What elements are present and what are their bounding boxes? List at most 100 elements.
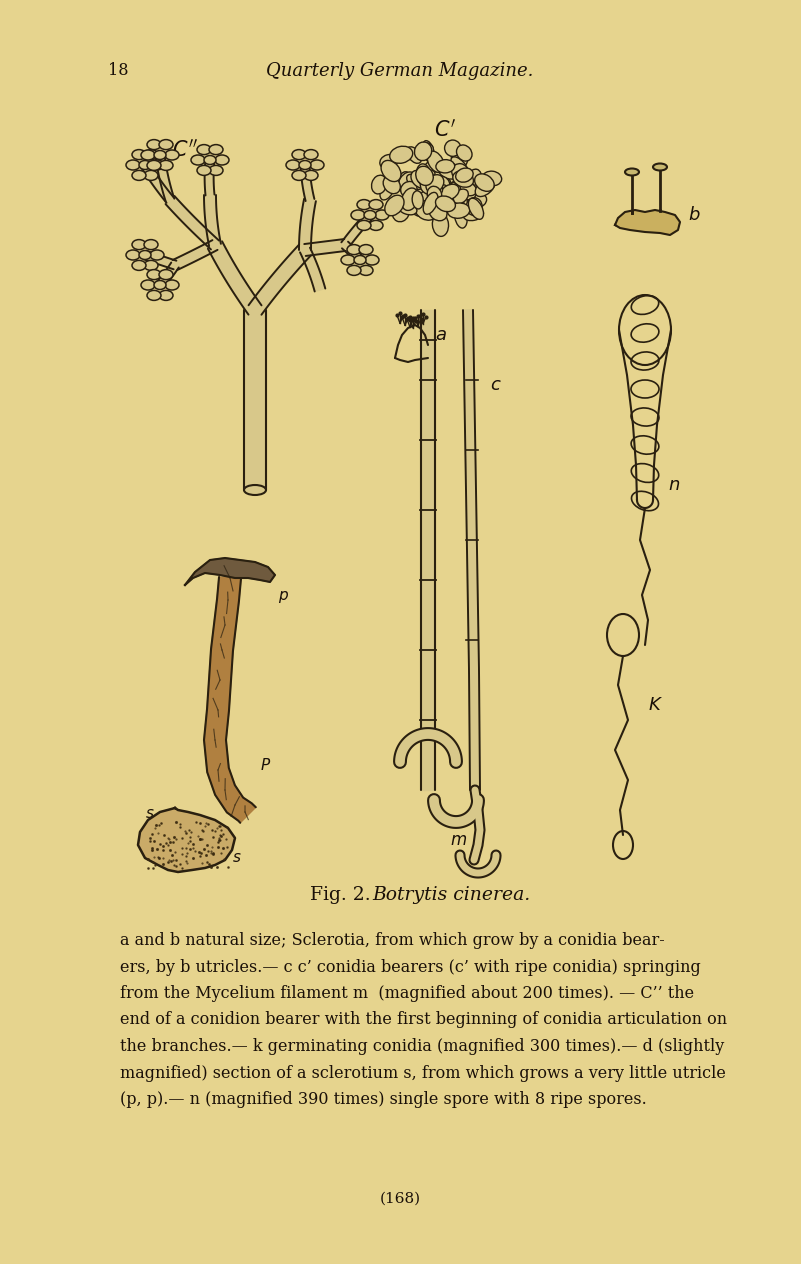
Ellipse shape — [433, 185, 449, 196]
Ellipse shape — [209, 144, 223, 154]
Ellipse shape — [422, 140, 434, 162]
Polygon shape — [138, 808, 235, 872]
Polygon shape — [304, 239, 346, 255]
Ellipse shape — [453, 171, 473, 187]
Ellipse shape — [453, 190, 469, 204]
Ellipse shape — [425, 178, 441, 196]
Ellipse shape — [304, 171, 318, 181]
Ellipse shape — [380, 154, 397, 169]
Ellipse shape — [454, 205, 467, 228]
Ellipse shape — [456, 168, 473, 182]
Ellipse shape — [467, 192, 487, 207]
Ellipse shape — [347, 265, 361, 276]
Ellipse shape — [357, 220, 371, 230]
Ellipse shape — [347, 245, 361, 254]
Ellipse shape — [451, 157, 469, 176]
Ellipse shape — [147, 139, 161, 149]
Text: from the Mycelium filament m  (magnified about 200 times). — C’’ the: from the Mycelium filament m (magnified … — [120, 985, 694, 1002]
Ellipse shape — [445, 186, 461, 202]
Polygon shape — [204, 195, 221, 246]
Ellipse shape — [397, 202, 417, 215]
Ellipse shape — [369, 220, 383, 230]
Ellipse shape — [432, 176, 449, 195]
Ellipse shape — [457, 181, 477, 196]
Ellipse shape — [147, 291, 161, 301]
Ellipse shape — [413, 191, 423, 209]
Ellipse shape — [383, 176, 400, 193]
Ellipse shape — [427, 152, 445, 173]
Ellipse shape — [625, 168, 639, 176]
Polygon shape — [248, 244, 311, 315]
Ellipse shape — [139, 161, 151, 169]
Text: Fig. 2.: Fig. 2. — [310, 886, 371, 904]
Ellipse shape — [428, 177, 448, 190]
Ellipse shape — [401, 188, 418, 210]
Ellipse shape — [419, 177, 434, 193]
Ellipse shape — [432, 201, 449, 216]
Ellipse shape — [364, 211, 376, 220]
Ellipse shape — [653, 163, 667, 171]
Polygon shape — [204, 159, 215, 196]
Text: Quarterly German Magazine.: Quarterly German Magazine. — [266, 62, 533, 80]
Text: end of a conidion bearer with the first beginning of conidia articulation on: end of a conidion bearer with the first … — [120, 1011, 727, 1029]
Ellipse shape — [468, 169, 481, 186]
Ellipse shape — [482, 171, 501, 186]
Polygon shape — [463, 310, 480, 790]
Ellipse shape — [154, 281, 166, 289]
Ellipse shape — [390, 147, 413, 163]
Polygon shape — [208, 241, 261, 315]
Polygon shape — [421, 310, 435, 790]
Ellipse shape — [457, 145, 472, 161]
Ellipse shape — [408, 178, 421, 200]
Ellipse shape — [469, 198, 484, 220]
Ellipse shape — [144, 240, 158, 249]
Polygon shape — [166, 196, 219, 249]
Ellipse shape — [405, 183, 420, 204]
Ellipse shape — [457, 179, 477, 200]
Ellipse shape — [292, 149, 306, 159]
Text: $K$: $K$ — [648, 696, 663, 714]
Ellipse shape — [132, 240, 146, 249]
Ellipse shape — [414, 142, 432, 161]
Ellipse shape — [292, 171, 306, 181]
Ellipse shape — [132, 260, 146, 270]
Ellipse shape — [392, 204, 409, 221]
Ellipse shape — [299, 161, 311, 169]
Ellipse shape — [411, 171, 429, 188]
Ellipse shape — [372, 176, 387, 193]
Polygon shape — [156, 263, 179, 288]
Ellipse shape — [365, 255, 379, 265]
Polygon shape — [173, 240, 218, 270]
Ellipse shape — [209, 166, 223, 176]
Ellipse shape — [144, 149, 158, 159]
Ellipse shape — [132, 171, 146, 181]
Ellipse shape — [436, 159, 455, 173]
Polygon shape — [185, 557, 275, 585]
Ellipse shape — [413, 188, 429, 206]
Polygon shape — [244, 310, 266, 490]
Ellipse shape — [417, 164, 431, 186]
Ellipse shape — [421, 177, 437, 195]
Ellipse shape — [427, 186, 441, 204]
Ellipse shape — [452, 163, 468, 179]
Ellipse shape — [475, 174, 494, 191]
Ellipse shape — [418, 176, 433, 190]
Ellipse shape — [426, 179, 441, 200]
Ellipse shape — [381, 161, 401, 182]
Text: $m$: $m$ — [450, 832, 467, 849]
Ellipse shape — [431, 172, 448, 188]
Ellipse shape — [439, 191, 457, 209]
Text: $C^{\prime\prime}$: $C^{\prime\prime}$ — [172, 138, 198, 161]
Text: a and b natural size; Sclerotia, from which grow by a conidia bear-: a and b natural size; Sclerotia, from wh… — [120, 932, 665, 949]
Ellipse shape — [159, 161, 173, 171]
Polygon shape — [204, 576, 256, 823]
Ellipse shape — [354, 255, 366, 264]
Ellipse shape — [126, 250, 140, 260]
Ellipse shape — [420, 188, 440, 201]
Text: $n$: $n$ — [668, 477, 680, 494]
Ellipse shape — [417, 143, 433, 159]
Ellipse shape — [132, 149, 146, 159]
Text: $p$: $p$ — [278, 589, 289, 605]
Ellipse shape — [244, 485, 266, 495]
Ellipse shape — [126, 161, 140, 169]
